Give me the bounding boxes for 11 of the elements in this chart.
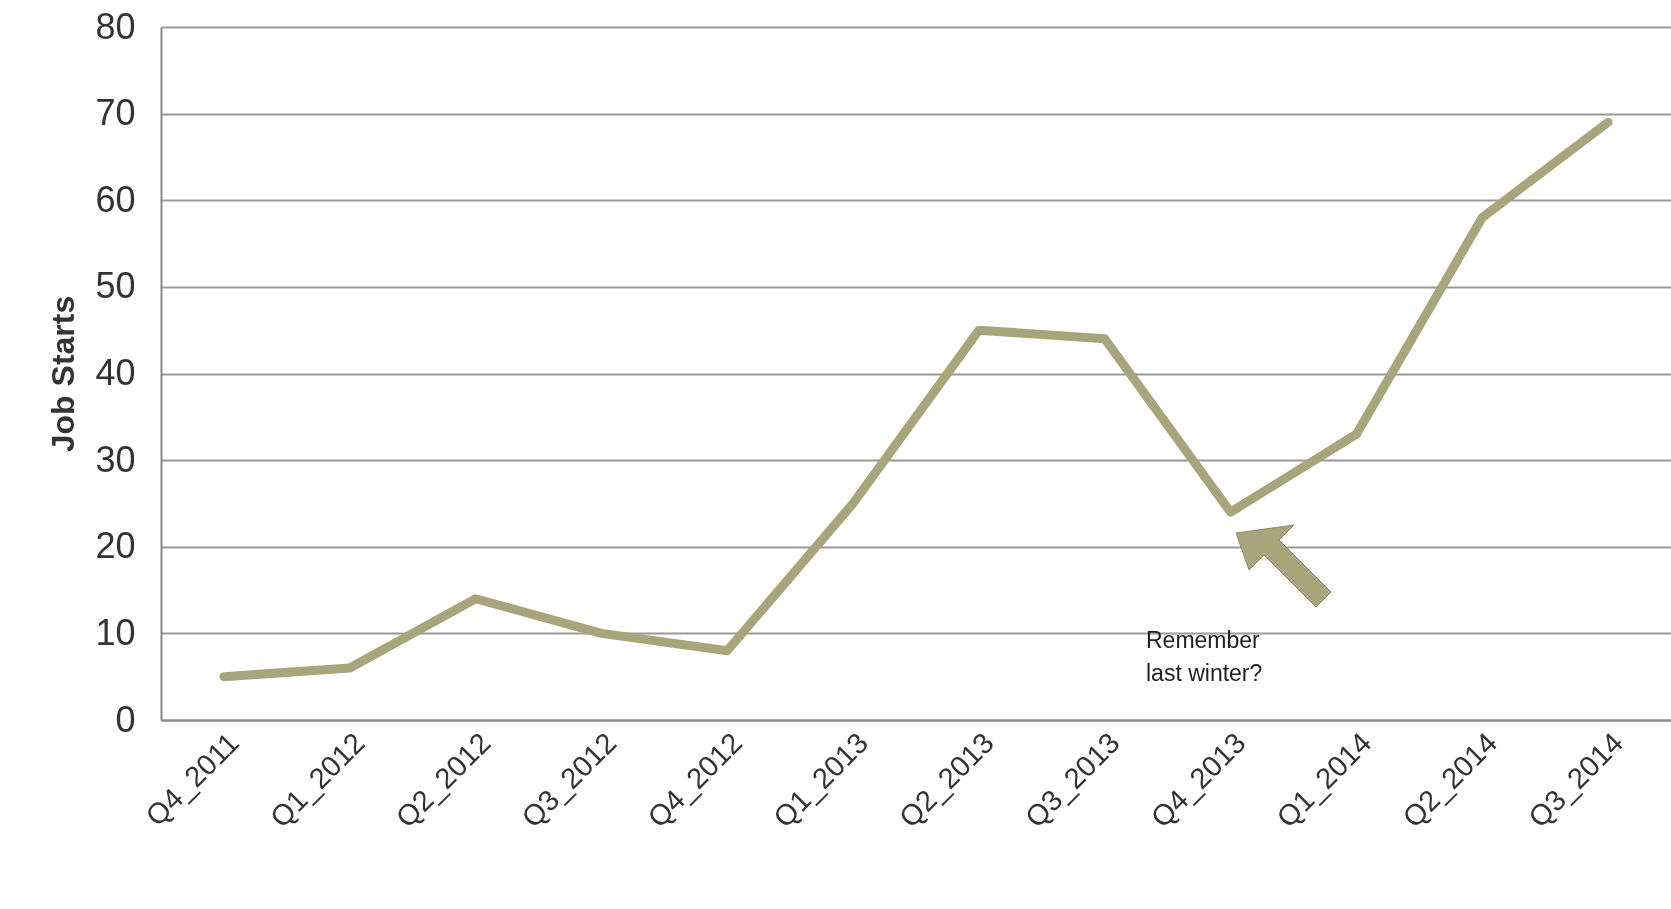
y-tick-label: 40: [95, 352, 136, 393]
y-axis-title: Job Starts: [45, 295, 82, 453]
y-tick-label: 0: [115, 698, 136, 740]
y-tick-label: 70: [95, 92, 136, 134]
y-tick-label: 50: [95, 265, 136, 307]
y-tick-label: 20: [95, 525, 136, 567]
annotation: Remember last winter?: [1146, 627, 1263, 686]
y-tick-label: 30: [95, 438, 136, 480]
y-tick-label: 60: [95, 178, 136, 220]
y-tick-label: 10: [95, 611, 136, 653]
y-tick-label: 80: [95, 5, 136, 47]
